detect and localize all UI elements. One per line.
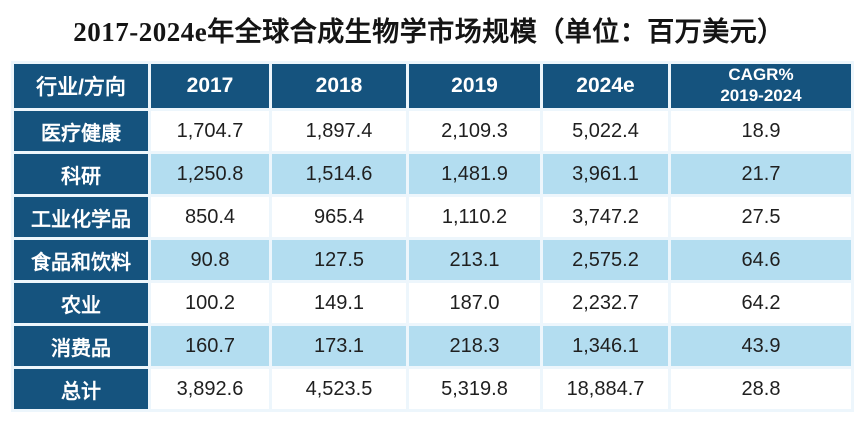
data-cell: 28.8 bbox=[668, 366, 854, 412]
data-cell: 3,961.1 bbox=[540, 151, 671, 197]
table-row: 科研 1,250.8 1,514.6 1,481.9 3,961.1 21.7 bbox=[11, 151, 854, 197]
data-cell: 18,884.7 bbox=[540, 366, 671, 412]
data-cell: 218.3 bbox=[406, 323, 543, 369]
table-row: 医疗健康 1,704.7 1,897.4 2,109.3 5,022.4 18.… bbox=[11, 108, 854, 154]
header-cell-2024e: 2024e bbox=[540, 61, 671, 111]
row-label-healthcare: 医疗健康 bbox=[11, 108, 151, 154]
row-label-research: 科研 bbox=[11, 151, 151, 197]
data-cell: 2,575.2 bbox=[540, 237, 671, 283]
data-cell: 1,110.2 bbox=[406, 194, 543, 240]
data-cell: 1,481.9 bbox=[406, 151, 543, 197]
data-cell: 21.7 bbox=[668, 151, 854, 197]
data-cell: 43.9 bbox=[668, 323, 854, 369]
data-cell: 90.8 bbox=[148, 237, 272, 283]
data-cell: 173.1 bbox=[269, 323, 409, 369]
page-title: 2017-2024e年全球合成生物学市场规模（单位：百万美元） bbox=[73, 17, 785, 47]
data-cell: 3,892.6 bbox=[148, 366, 272, 412]
data-cell: 3,747.2 bbox=[540, 194, 671, 240]
table-row: 总计 3,892.6 4,523.5 5,319.8 18,884.7 28.8 bbox=[11, 366, 854, 412]
row-label-total: 总计 bbox=[11, 366, 151, 412]
row-label-industrial-chemicals: 工业化学品 bbox=[11, 194, 151, 240]
table-row: 农业 100.2 149.1 187.0 2,232.7 64.2 bbox=[11, 280, 854, 326]
data-cell: 1,346.1 bbox=[540, 323, 671, 369]
data-cell: 100.2 bbox=[148, 280, 272, 326]
header-row: 行业/方向 2017 2018 2019 2024e CAGR% 2019-20… bbox=[11, 61, 854, 111]
header-cell-2019: 2019 bbox=[406, 61, 543, 111]
row-label-food-beverage: 食品和饮料 bbox=[11, 237, 151, 283]
table-row: 食品和饮料 90.8 127.5 213.1 2,575.2 64.6 bbox=[11, 237, 854, 283]
cagr-header-line2: 2019-2024 bbox=[720, 86, 802, 105]
data-cell: 64.6 bbox=[668, 237, 854, 283]
data-cell: 1,704.7 bbox=[148, 108, 272, 154]
data-cell: 965.4 bbox=[269, 194, 409, 240]
data-cell: 2,109.3 bbox=[406, 108, 543, 154]
data-cell: 2,232.7 bbox=[540, 280, 671, 326]
table-body: 医疗健康 1,704.7 1,897.4 2,109.3 5,022.4 18.… bbox=[11, 108, 854, 412]
header-cell-industry: 行业/方向 bbox=[11, 61, 151, 111]
data-cell: 64.2 bbox=[668, 280, 854, 326]
cagr-header-line1: CAGR% bbox=[728, 65, 794, 85]
header-cell-cagr: CAGR% 2019-2024 bbox=[668, 61, 854, 111]
table-row: 消费品 160.7 173.1 218.3 1,346.1 43.9 bbox=[11, 323, 854, 369]
data-cell: 187.0 bbox=[406, 280, 543, 326]
data-cell: 5,022.4 bbox=[540, 108, 671, 154]
row-label-consumer-goods: 消费品 bbox=[11, 323, 151, 369]
data-cell: 1,514.6 bbox=[269, 151, 409, 197]
market-size-table: 行业/方向 2017 2018 2019 2024e CAGR% 2019-20… bbox=[11, 61, 854, 412]
table-header: 行业/方向 2017 2018 2019 2024e CAGR% 2019-20… bbox=[11, 61, 854, 111]
data-cell: 850.4 bbox=[148, 194, 272, 240]
data-cell: 27.5 bbox=[668, 194, 854, 240]
data-cell: 160.7 bbox=[148, 323, 272, 369]
data-cell: 1,897.4 bbox=[269, 108, 409, 154]
data-cell: 127.5 bbox=[269, 237, 409, 283]
data-cell: 4,523.5 bbox=[269, 366, 409, 412]
row-label-agriculture: 农业 bbox=[11, 280, 151, 326]
data-cell: 5,319.8 bbox=[406, 366, 543, 412]
header-cell-2018: 2018 bbox=[269, 61, 409, 111]
header-cell-2017: 2017 bbox=[148, 61, 272, 111]
data-cell: 18.9 bbox=[668, 108, 854, 154]
table-row: 工业化学品 850.4 965.4 1,110.2 3,747.2 27.5 bbox=[11, 194, 854, 240]
data-cell: 1,250.8 bbox=[148, 151, 272, 197]
data-cell: 149.1 bbox=[269, 280, 409, 326]
data-cell: 213.1 bbox=[406, 237, 543, 283]
